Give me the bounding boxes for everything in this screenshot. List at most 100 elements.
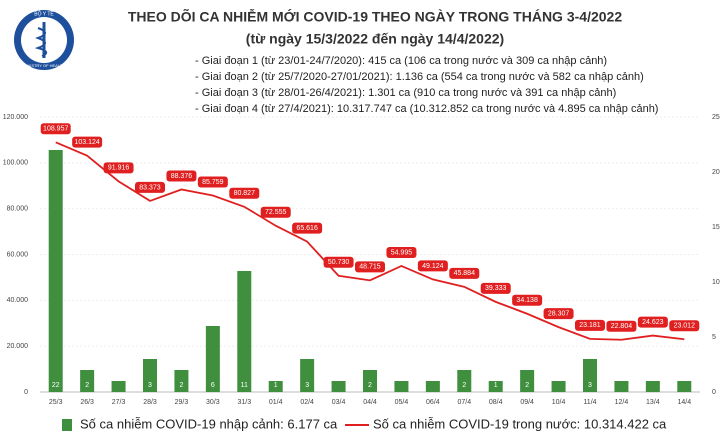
x-tick-label: 11/4 [583,399,596,406]
bar-label: 11 [241,382,248,389]
bar [205,326,220,392]
bar-label: 3 [305,382,309,389]
value-label: 83.373 [139,184,161,191]
y-tick-label: 20.000 [7,343,29,350]
value-label-box [449,267,480,279]
logo: BỘ Y TẾ MINISTRY OF HEALTH [14,10,74,70]
bar [551,381,566,392]
bar-label: 3 [148,382,152,389]
logo-top: BỘ Y TẾ [34,10,54,17]
value-label: 54.995 [391,249,413,256]
value-label-box [197,176,228,188]
bar-label: 2 [85,382,89,389]
value-label: 49.124 [422,263,444,270]
y-tick-label: 60.000 [7,251,29,258]
bar-label: 2 [368,382,372,389]
value-label-box [669,320,700,332]
bar [583,359,597,392]
bar [80,370,95,392]
bar [300,359,315,392]
bar [645,381,660,392]
bar [268,381,283,392]
x-tick-label: 25/3 [49,399,63,406]
x-tick-label: 05/4 [395,399,409,406]
value-label: 23.012 [674,323,696,330]
y-tick-label: 80.000 [7,206,29,213]
bar [111,381,126,392]
value-label-box [512,294,543,306]
legend-label: Số ca nhiễm COVID-19 trong nước: 10.314.… [373,416,667,431]
y-tick-label: 120.000 [3,114,28,121]
note: - Giai đoạn 4 (từ 27/4/2021): 10.317.747… [195,103,658,115]
value-label: 80.827 [234,190,256,197]
x-tick-label: 29/3 [175,399,189,406]
bar-label: 2 [462,382,466,389]
logo-snake [34,27,48,57]
x-tick-label: 14/4 [677,399,691,406]
value-label-box [323,256,354,268]
note: - Giai đoạn 2 (từ 25/7/2020-27/01/2021):… [195,71,644,83]
legend-swatch [62,419,72,431]
x-tick-label: 07/4 [457,399,471,406]
value-label-box [135,181,165,193]
y2-tick-label: 25 [712,114,720,121]
bar [520,370,535,392]
y-tick-label: 40.000 [7,297,29,304]
bar-label: 2 [525,382,529,389]
value-label-box [355,261,385,273]
value-label: 65.616 [296,225,318,232]
legend-label: Số ca nhiễm COVID-19 nhập cảnh: 6.177 ca [80,416,338,431]
value-label-box [166,170,197,182]
bar [48,150,63,392]
chart-subtitle: (từ ngày 15/3/2022 đến ngày 14/4/2022) [246,31,504,47]
x-tick-label: 03/4 [332,399,346,406]
x-tick-label: 12/4 [615,399,629,406]
x-tick-label: 31/3 [237,399,251,406]
value-label: 108.957 [43,126,68,133]
value-label-box [480,282,511,294]
value-label-box [260,206,291,218]
value-label-box [103,162,134,174]
value-label: 22.804 [611,323,633,330]
bar [425,381,440,392]
value-label: 48.715 [359,264,381,271]
value-label-box [292,222,323,234]
y-tick-label: 0 [24,389,28,396]
bar-label: 22 [52,382,60,389]
chart-title: THEO DÕI CA NHIỄM MỚI COVID-19 THEO NGÀY… [128,8,622,25]
bar [488,381,503,392]
logo-bottom: MINISTRY OF HEALTH [23,63,65,68]
value-label: 34.138 [516,297,538,304]
line [55,141,685,341]
bar [677,381,692,392]
value-label-box [575,319,605,331]
y2-tick-label: 20 [712,169,720,176]
bar-label: 1 [274,382,278,389]
bar [614,381,629,392]
value-label: 45.884 [454,270,476,277]
y2-tick-label: 5 [712,334,716,341]
x-tick-label: 02/4 [300,399,314,406]
value-label-box [40,123,71,135]
bar-label: 3 [588,382,592,389]
value-label-box [229,187,260,199]
value-label: 72.555 [265,209,287,216]
bar [143,359,157,392]
x-tick-label: 04/4 [363,399,377,406]
value-label: 103.124 [74,139,99,146]
y2-tick-label: 10 [712,279,720,286]
bar-label: 1 [494,382,498,389]
x-tick-label: 09/4 [520,399,534,406]
value-label-box [637,316,668,328]
value-label-box [417,260,448,272]
value-label-box [72,136,103,148]
bar [457,370,472,392]
note: - Giai đoạn 1 (từ 23/01-24/7/2020): 415 … [195,55,607,67]
y2-tick-label: 15 [712,224,720,231]
bar [394,381,409,392]
bar [331,381,346,392]
x-tick-label: 28/3 [143,399,157,406]
value-label-box [386,246,417,258]
